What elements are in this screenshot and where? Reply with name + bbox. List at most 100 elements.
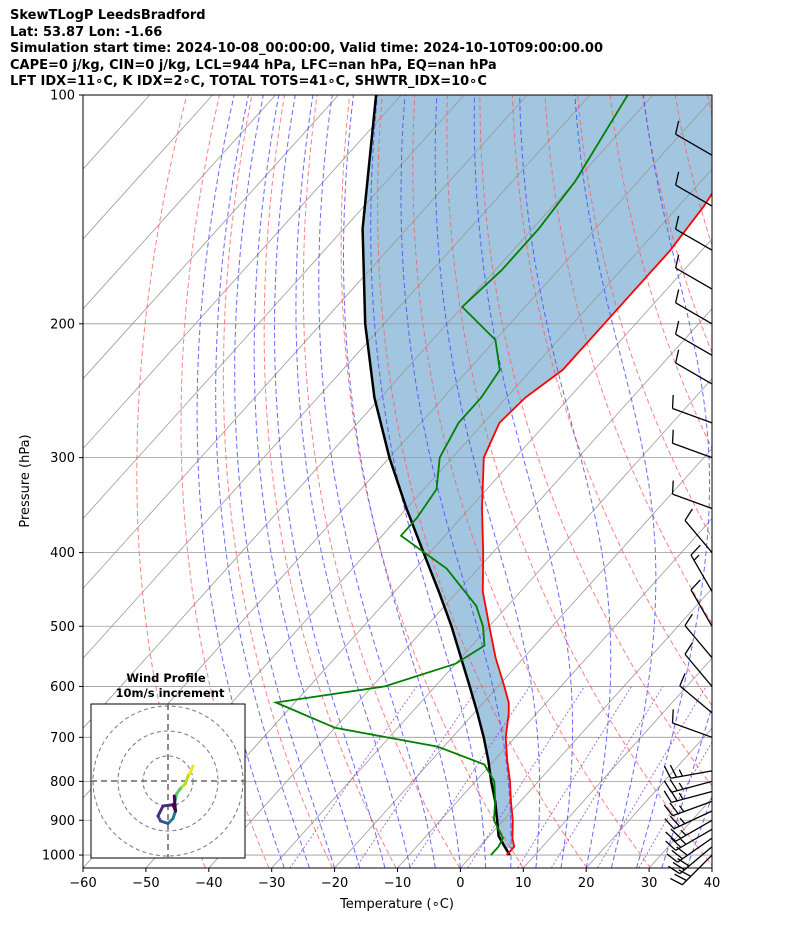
wind-barb-flag: [690, 579, 701, 591]
moist-adiabat: [295, 95, 411, 868]
wind-barb-flag: [674, 289, 680, 303]
hodograph-segment: [161, 803, 175, 808]
moist-adiabat: [519, 95, 612, 868]
y-axis-ticks: 100 200 300 400 500 600 700 800 900 1000: [42, 89, 83, 864]
y-tick-label: 800: [50, 775, 75, 790]
wind-barb: [690, 544, 713, 592]
wind-barb-staff: [681, 854, 713, 886]
wind-barb-flag: [671, 394, 674, 409]
isotherm-line: [83, 95, 213, 240]
hodograph-inset: Wind Profile 10m/s increment: [90, 671, 246, 859]
isotherm-line: [83, 95, 591, 659]
wind-barb-flag: [669, 778, 678, 792]
wind-barb-flag: [690, 544, 701, 556]
wind-barb-staff: [675, 819, 713, 842]
x-axis-ticks: −60 −50 −40 −30 −20 −10 0 10 20 30 40: [69, 868, 720, 891]
wind-barb: [674, 120, 713, 156]
wind-barb: [671, 394, 713, 424]
wind-barb-staff: [672, 442, 713, 459]
isotherm-line: [83, 95, 654, 729]
wind-barb-staff: [675, 184, 713, 207]
isotherm-line: [83, 95, 276, 310]
y-tick-label: 400: [50, 546, 75, 561]
isotherm-line: [460, 587, 712, 868]
y-tick-label: 700: [50, 731, 75, 746]
wind-barb-flag: [678, 869, 692, 877]
wind-barb-flag: [674, 215, 680, 230]
moist-adiabat: [234, 95, 336, 868]
wind-barb-flag: [668, 865, 681, 875]
wind-barb: [663, 764, 713, 779]
moist-adiabat: [274, 95, 386, 868]
y-axis-label: Pressure (hPa): [18, 434, 33, 527]
wind-barb-flag: [663, 780, 672, 793]
wind-barb-half-flag: [680, 838, 687, 845]
hodograph-plot: [91, 704, 245, 858]
dry-adiabat: [222, 95, 333, 868]
x-tick-label: −10: [384, 876, 411, 891]
dry-adiabat: [707, 95, 712, 118]
wind-barb-staff: [679, 685, 713, 714]
wind-barb-half-flag: [678, 769, 684, 777]
wind-barb-staff: [670, 770, 713, 779]
wind-barb-half-flag: [678, 792, 684, 800]
wind-barb-flag: [669, 815, 680, 827]
wind-barb: [664, 810, 713, 830]
wind-barb: [674, 171, 713, 207]
wind-barb: [666, 837, 713, 863]
wind-barb-flag: [671, 709, 674, 723]
wind-barb-half-flag: [679, 805, 685, 813]
title-times: Simulation start time: 2024-10-08_00:00:…: [10, 41, 603, 56]
wind-barb-flag: [665, 831, 677, 842]
wind-barb: [674, 254, 713, 290]
plot-area: [83, 95, 712, 868]
wind-barb-staff: [675, 828, 713, 851]
wind-barb: [674, 349, 713, 385]
wind-barb-flag: [665, 840, 677, 851]
wind-barb: [679, 673, 713, 714]
wind-barb-staff: [675, 362, 713, 385]
y-tick-label: 1000: [42, 849, 75, 864]
wind-barb: [674, 320, 713, 356]
hodograph-segment: [172, 794, 177, 813]
moist-adiabats: [196, 95, 712, 868]
wind-barb-flag: [674, 171, 680, 186]
wind-barb-flag: [663, 765, 672, 779]
isotherm-line: [711, 867, 712, 868]
wind-barb-flag: [670, 837, 682, 848]
wind-barb-staff: [679, 846, 713, 875]
wind-barb-flag: [669, 877, 683, 886]
mixing-ratio-lines: [289, 686, 712, 868]
title-location: Lat: 53.87 Lon: -1.66: [10, 24, 163, 40]
wind-barb: [674, 215, 713, 251]
hodograph-segment: [156, 804, 165, 818]
wind-barb-flag: [669, 764, 678, 778]
wind-barb-staff: [684, 653, 713, 687]
wind-barb-flag: [674, 873, 687, 882]
x-tick-label: −30: [258, 876, 285, 891]
dry-adiabat: [544, 95, 712, 625]
mixing-ratio-line: [550, 686, 664, 868]
wind-barb: [665, 819, 713, 842]
wind-barb-flag: [671, 429, 674, 444]
wind-barb: [663, 800, 713, 817]
wind-barb-half-flag: [693, 554, 700, 561]
wind-barb-staff: [672, 407, 713, 424]
hodograph-subtitle: 10m/s increment: [116, 686, 225, 700]
dry-adiabat: [511, 95, 712, 707]
wind-barb-staff: [672, 800, 713, 817]
wind-barb-staff: [690, 589, 713, 627]
wind-barb-flag: [684, 508, 693, 521]
wind-barb-flag: [666, 853, 678, 863]
wind-barb: [668, 846, 713, 875]
wind-barb-staff: [672, 493, 713, 510]
hodograph-title: Wind Profile: [126, 671, 206, 685]
wind-barb-flag: [674, 349, 680, 364]
wind-barb-flag: [674, 254, 680, 269]
wind-barb-half-flag: [679, 817, 686, 825]
mixing-ratio-line: [409, 686, 531, 868]
wind-barb-flag: [664, 818, 675, 830]
wind-barb-staff: [671, 780, 713, 793]
moist-adiabat: [253, 95, 361, 868]
